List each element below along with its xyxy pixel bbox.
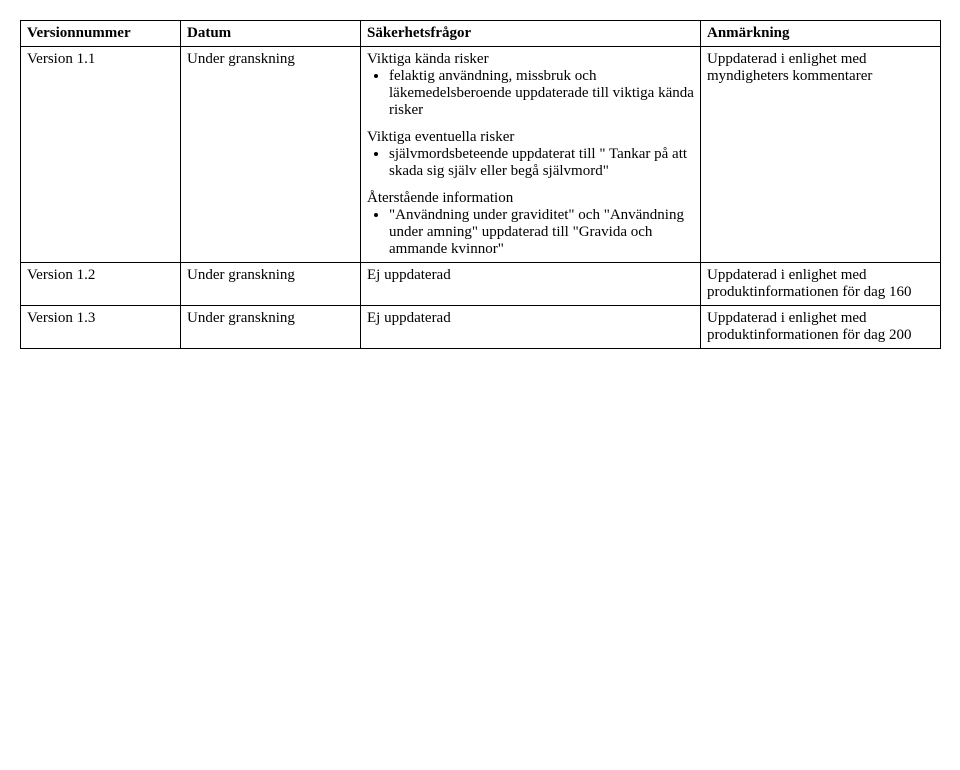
cell-version: Version 1.1 [21, 47, 181, 263]
cell-note: Uppdaterad i enlighet med produktinforma… [701, 263, 941, 306]
cell-version: Version 1.2 [21, 263, 181, 306]
safety-group-list: självmordsbeteende uppdaterat till " Tan… [367, 146, 694, 180]
table-header-row: Versionnummer Datum Säkerhetsfrågor Anmä… [21, 21, 941, 47]
safety-group-title: Återstående information [367, 190, 694, 207]
version-table: Versionnummer Datum Säkerhetsfrågor Anmä… [20, 20, 941, 349]
cell-datum: Under granskning [181, 306, 361, 349]
safety-item: självmordsbeteende uppdaterat till " Tan… [389, 146, 694, 180]
cell-datum: Under granskning [181, 47, 361, 263]
safety-group: Viktiga kända risker felaktig användning… [367, 51, 694, 119]
safety-group: Viktiga eventuella risker självmordsbete… [367, 129, 694, 180]
safety-item: felaktig användning, missbruk och läkeme… [389, 68, 694, 119]
col-header-datum: Datum [181, 21, 361, 47]
col-header-safety: Säkerhetsfrågor [361, 21, 701, 47]
table-row: Version 1.3 Under granskning Ej uppdater… [21, 306, 941, 349]
cell-safety: Ej uppdaterad [361, 306, 701, 349]
table-row: Version 1.2 Under granskning Ej uppdater… [21, 263, 941, 306]
cell-safety: Ej uppdaterad [361, 263, 701, 306]
cell-safety: Viktiga kända risker felaktig användning… [361, 47, 701, 263]
safety-group-list: felaktig användning, missbruk och läkeme… [367, 68, 694, 119]
col-header-note: Anmärkning [701, 21, 941, 47]
safety-group-title: Viktiga kända risker [367, 51, 694, 68]
safety-item: "Användning under graviditet" och "Använ… [389, 207, 694, 258]
table-row: Version 1.1 Under granskning Viktiga kän… [21, 47, 941, 263]
cell-note: Uppdaterad i enlighet med produktinforma… [701, 306, 941, 349]
safety-group: Återstående information "Användning unde… [367, 190, 694, 258]
safety-group-title: Viktiga eventuella risker [367, 129, 694, 146]
cell-note: Uppdaterad i enlighet med myndigheters k… [701, 47, 941, 263]
cell-version: Version 1.3 [21, 306, 181, 349]
col-header-version: Versionnummer [21, 21, 181, 47]
cell-datum: Under granskning [181, 263, 361, 306]
safety-group-list: "Användning under graviditet" och "Använ… [367, 207, 694, 258]
